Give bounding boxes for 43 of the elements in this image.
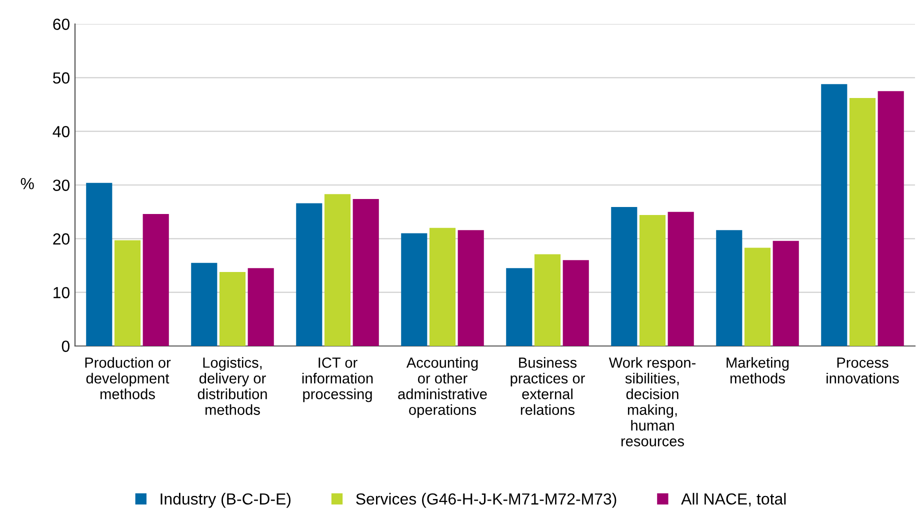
bar [611,207,638,346]
y-tick-label: 10 [54,286,70,298]
bar [219,272,246,346]
y-tick-label: 40 [52,126,70,138]
y-tick-label: 60 [53,18,70,30]
y-tick-label: 50 [53,72,70,84]
bar [534,254,561,346]
bar [878,91,904,346]
bar [352,198,379,346]
x-tick-label: Logistics, delivery or distribution methods [198,357,267,415]
bar [562,260,589,346]
bar [296,203,322,346]
bar [458,230,484,346]
y-tick-label: 0 [62,340,70,352]
bar [849,98,876,346]
bar [506,268,532,346]
bar [191,262,218,346]
x-tick-label: Work respon- sibilities, decision making, human resources [608,357,696,446]
bar [142,214,169,346]
x-tick-label: Process innovations [826,358,899,384]
y-axis-title: % [20,178,34,190]
y-tick-label: 20 [53,233,70,245]
x-tick-label: Business practices or external relations [510,357,585,415]
bar [821,84,848,346]
bar [86,182,112,346]
bar [639,215,666,346]
x-tick-label: Marketing methods [726,357,789,384]
bar [114,240,141,346]
legend-label: All NACE, total [681,492,786,507]
y-tick-label: 30 [52,180,70,191]
bar [744,248,771,346]
bar [248,268,274,346]
legend-label: Industry (B-C-D-E) [160,492,290,508]
bar [716,230,742,346]
bar [401,233,428,346]
bar [429,228,456,346]
bar [324,194,351,346]
bar [668,212,694,346]
legend-label: Services (G46-H-J-K-M71-M72-M73) [356,492,616,508]
bar [772,240,799,346]
x-tick-label: Accounting or other administrative operations [398,357,487,418]
x-tick-label: ICT or information processing [302,357,373,402]
x-tick-label: Production or development methods [85,357,171,400]
